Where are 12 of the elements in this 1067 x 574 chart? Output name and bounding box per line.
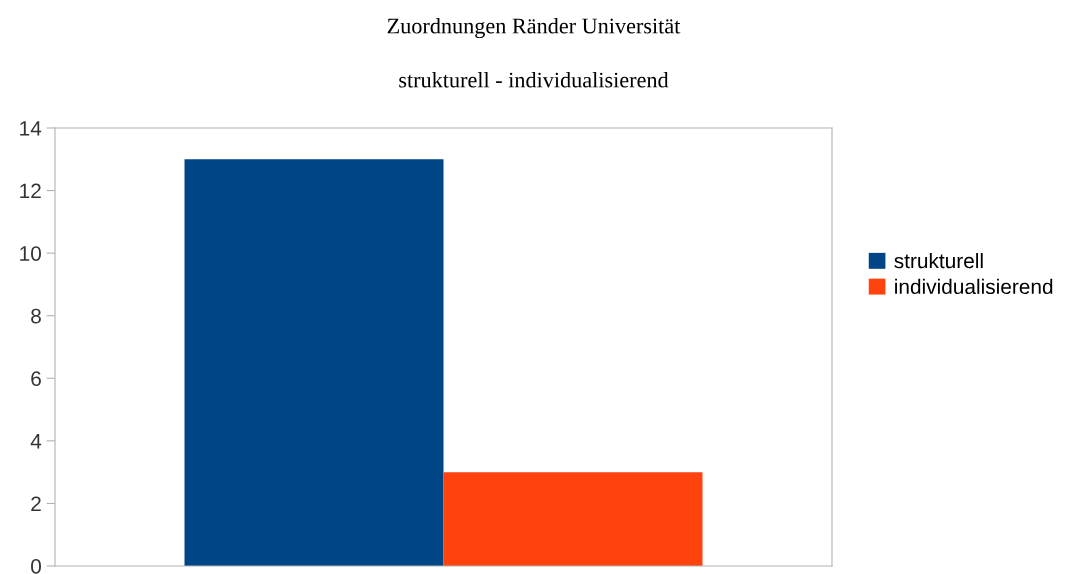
y-tick-label: 12: [20, 183, 41, 199]
y-tick-label: 10: [20, 246, 41, 261]
legend-label: individualisierend: [895, 278, 1053, 295]
legend-label: strukturell: [894, 252, 983, 269]
chart-subtitle: strukturell - individualisierend: [399, 71, 669, 88]
y-tick-label: 14: [20, 121, 42, 136]
y-tick-label: 8: [31, 308, 41, 324]
y-tick-label: 0: [31, 559, 41, 574]
chart-title: Zuordnungen Ränder Universität: [387, 17, 681, 39]
y-tick-label: 2: [31, 496, 41, 511]
y-tick-label: 4: [30, 434, 42, 449]
y-tick-label: 6: [31, 371, 41, 387]
